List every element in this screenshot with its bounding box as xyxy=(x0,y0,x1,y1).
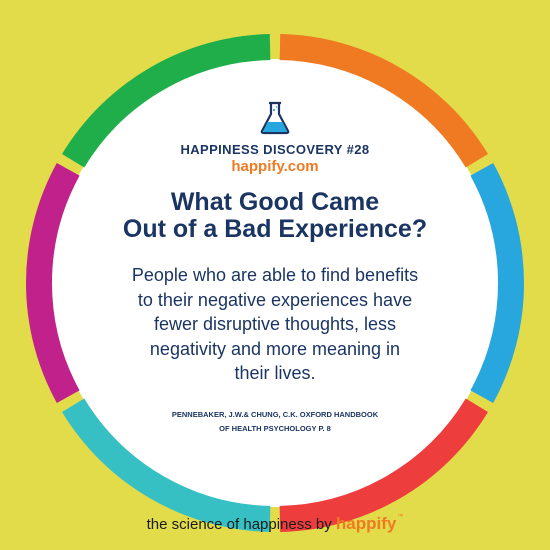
footer: the science of happiness by happify™ xyxy=(0,514,550,534)
footer-tagline: the science of happiness by xyxy=(146,516,332,533)
discovery-label: HAPPINESS DISCOVERY #28 xyxy=(180,142,370,157)
body-line-2: to their negative experiences have xyxy=(137,289,413,310)
ring-segment-green xyxy=(62,34,271,168)
ring-segment-red xyxy=(279,398,488,532)
body-line-1: People who are able to find benefits xyxy=(131,265,419,285)
happify-logo: happify xyxy=(335,514,397,533)
body-text: People who are able to find benefits to … xyxy=(85,263,465,386)
citation-line-2: OF HEALTH PSYCHOLOGY P. 8 xyxy=(219,424,331,433)
body-line-5: their lives. xyxy=(234,363,316,383)
site-url: happify.com xyxy=(231,158,319,175)
ring-segment-blue xyxy=(470,163,524,403)
flask-icon xyxy=(260,101,290,135)
citation-line-1: PENNEBAKER, J.W.& CHUNG, C.K. OXFORD HAN… xyxy=(171,410,379,419)
trademark: ™ xyxy=(397,514,404,520)
citation: PENNEBAKER, J.W.& CHUNG, C.K. OXFORD HAN… xyxy=(0,408,550,436)
headline-line-2: Out of a Bad Experience? xyxy=(122,215,428,243)
body-line-4: negativity and more meaning in xyxy=(149,338,401,359)
ring-segment-teal xyxy=(62,398,271,532)
body-line-3: fewer disruptive thoughts, less xyxy=(153,314,397,334)
headline: What Good Came Out of a Bad Experience? xyxy=(0,189,550,243)
headline-line-1: What Good Came xyxy=(170,188,380,216)
ring-segment-magenta xyxy=(26,163,80,403)
ring-segment-orange xyxy=(279,34,488,168)
white-disc xyxy=(51,59,499,507)
